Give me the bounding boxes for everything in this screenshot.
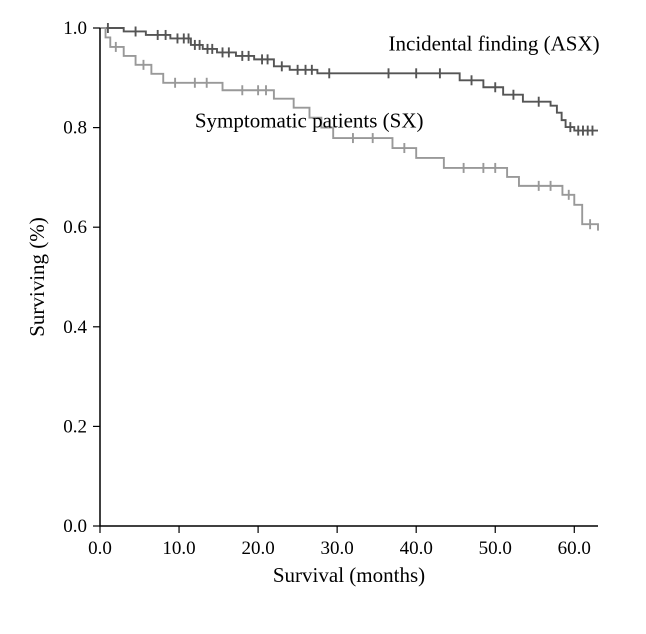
y-tick-label: 0.6: [63, 217, 87, 238]
y-tick-label: 0.4: [63, 317, 87, 338]
y-tick-label: 1.0: [63, 18, 87, 39]
axis-frame: [100, 28, 598, 526]
y-axis-title: Surviving (%): [25, 217, 49, 337]
series-label-sx: Symptomatic patients (SX): [195, 109, 424, 133]
x-tick-label: 10.0: [162, 538, 195, 559]
y-tick-label: 0.0: [63, 516, 87, 537]
x-axis-title: Survival (months): [273, 563, 425, 587]
survival-chart: 0.0 10.0 20.0 30.0 40.0 50.0 60.0 0.0 0.2 0.4 0.6 0…: [0, 0, 646, 634]
x-tick-label: 40.0: [400, 538, 433, 559]
series-label-asx: Incidental finding (ASX): [389, 31, 600, 55]
x-tick-label: 50.0: [479, 538, 512, 559]
x-tick-label: 60.0: [558, 538, 591, 559]
x-tick-label: 0.0: [88, 538, 112, 559]
y-tick-label: 0.8: [63, 118, 87, 139]
x-tick-label: 30.0: [321, 538, 354, 559]
y-tick-label: 0.2: [63, 416, 87, 437]
x-tick-label: 20.0: [241, 538, 274, 559]
